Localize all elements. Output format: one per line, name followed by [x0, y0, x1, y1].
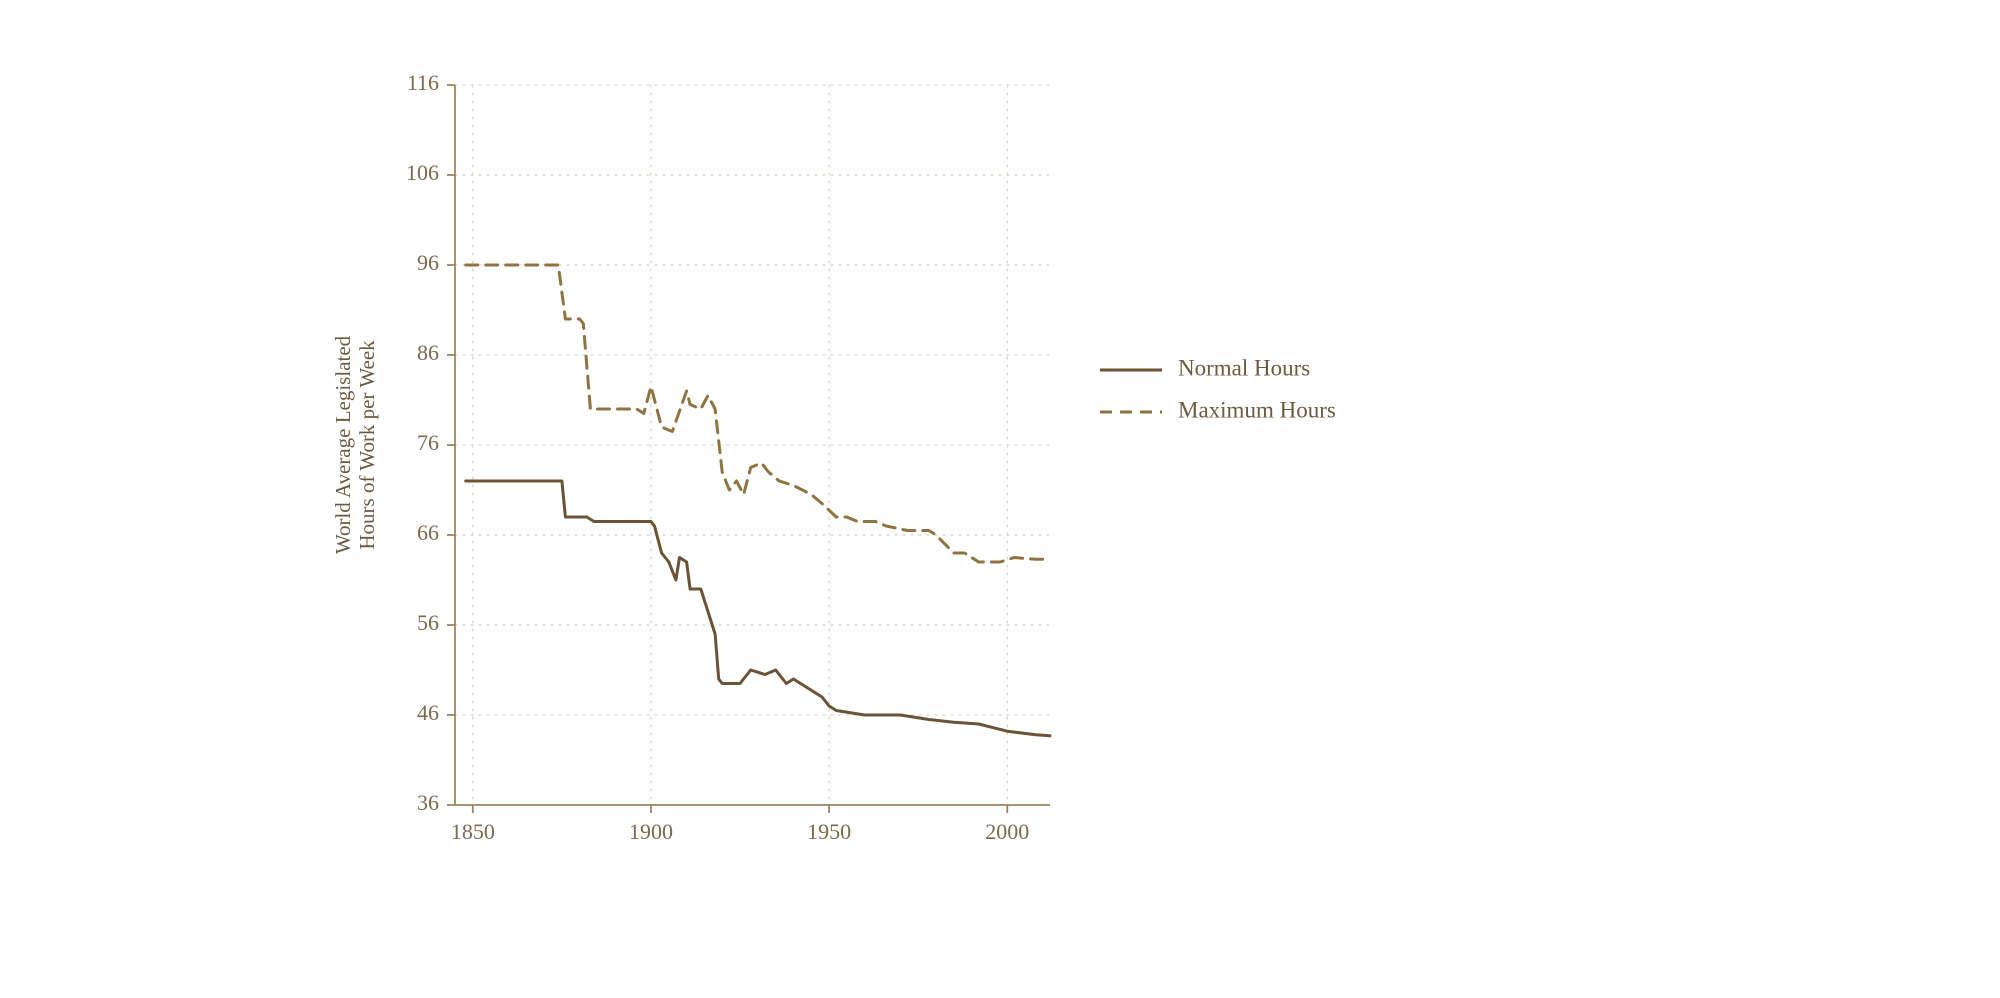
chart-container: 36 46 56 66 76 86 96 106 116 1850 1900 1950 2000 Worl…: [0, 0, 2000, 998]
y-tick-label: 116: [407, 70, 439, 95]
x-tick-label: 1850: [451, 819, 495, 844]
y-tick-label: 86: [417, 340, 439, 365]
y-axis-label-line1: World Average Legislated: [331, 335, 355, 554]
y-tick-label: 96: [417, 250, 439, 275]
x-tick-label: 1950: [807, 819, 851, 844]
line-chart: 36 46 56 66 76 86 96 106 116 1850 1900 1950 2000 Worl…: [0, 0, 2000, 998]
legend-label: Maximum Hours: [1178, 397, 1336, 422]
y-tick-label: 36: [417, 790, 439, 815]
x-tick-label: 1900: [629, 819, 673, 844]
y-axis-label-line2: Hours of Work per Week: [355, 340, 379, 550]
y-tick-label: 106: [406, 160, 439, 185]
legend-label: Normal Hours: [1178, 355, 1310, 380]
y-axis-label: World Average LegislatedHours of Work pe…: [331, 335, 379, 554]
y-tick-label: 46: [417, 700, 439, 725]
y-tick-label: 66: [417, 520, 439, 545]
x-tick-label: 2000: [985, 819, 1029, 844]
y-tick-label: 56: [417, 610, 439, 635]
y-tick-label: 76: [417, 430, 439, 455]
